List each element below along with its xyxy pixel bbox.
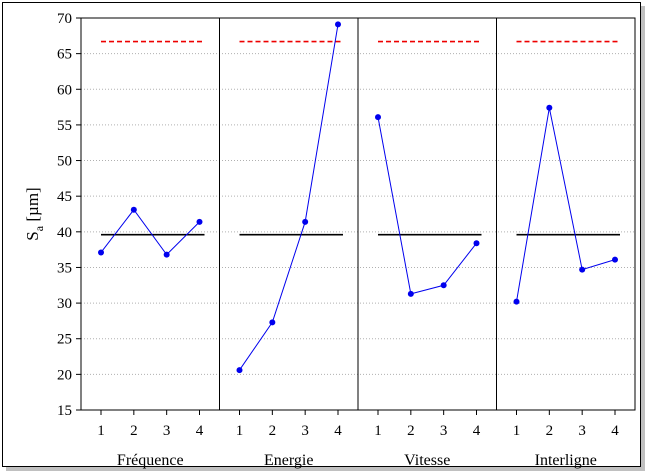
panel-label: Energie [264, 452, 313, 469]
panel-fréquence: 1 2 3 4 Fréquence [97, 40, 205, 469]
panel-vitesse: 1 2 3 4 Vitesse [357, 18, 482, 469]
data-point [407, 290, 414, 297]
data-point [612, 256, 618, 263]
x-tick-label: 4 [196, 423, 204, 439]
y-tick-label: 40 [57, 225, 72, 241]
x-tick-label: 2 [407, 423, 415, 439]
data-point [98, 249, 104, 256]
series-line [239, 24, 339, 371]
panel-label: Fréquence [117, 452, 184, 469]
y-tick-label: 65 [57, 47, 72, 63]
data-point [440, 282, 447, 289]
y-tick-label: 55 [57, 118, 72, 134]
y-tick-label: 25 [57, 332, 72, 348]
data-point [130, 206, 137, 213]
x-tick-label: 2 [546, 423, 554, 439]
y-axis-label: Sa [µm] [23, 187, 46, 240]
panel-label: Vitesse [404, 452, 450, 469]
data-point [579, 266, 586, 273]
x-tick-label: 2 [130, 423, 138, 439]
y-tick-label: 50 [57, 154, 72, 170]
x-tick-label: 1 [97, 423, 105, 439]
y-label-symbol: S [23, 231, 42, 240]
data-point [546, 104, 553, 111]
data-point [513, 298, 520, 305]
y-tick-label: 60 [57, 82, 72, 98]
y-tick-label: 35 [57, 260, 72, 276]
y-label-unit: [µm] [23, 187, 42, 226]
y-label-subscript: a [32, 225, 46, 231]
x-tick-label: 4 [473, 423, 481, 439]
series-line [100, 208, 200, 256]
data-point [473, 240, 480, 247]
plot-area-border [80, 17, 636, 411]
x-tick-label: 4 [334, 423, 342, 439]
data-point [196, 218, 203, 225]
x-tick-label: 3 [301, 423, 309, 439]
data-point [236, 367, 243, 374]
y-tick-label: 45 [57, 189, 72, 205]
x-tick-label: 2 [269, 423, 277, 439]
y-tick-label: 15 [57, 403, 72, 419]
data-point [375, 114, 381, 121]
data-point [163, 251, 170, 258]
y-tick-label: 20 [57, 367, 72, 383]
x-tick-label: 3 [163, 423, 171, 439]
x-tick-label: 1 [236, 423, 244, 439]
x-tick-label: 4 [611, 423, 619, 439]
panel-label: Interligne [535, 452, 597, 469]
data-point [302, 218, 309, 225]
series-line [516, 107, 616, 302]
data-point [335, 21, 341, 28]
x-tick-label: 1 [374, 423, 382, 439]
panel-energie: 1 2 3 4 Energie [219, 18, 343, 469]
y-tick-label: 70 [57, 11, 72, 27]
y-tick-label: 30 [57, 296, 72, 312]
x-tick-label: 1 [513, 423, 521, 439]
x-tick-label: 3 [440, 423, 448, 439]
y-axis: 15 20 25 30 35 40 45 50 55 60 65 70 [57, 11, 81, 419]
panel-interligne: 1 2 3 4 Interligne [496, 18, 620, 469]
series-line [377, 116, 477, 295]
x-tick-label: 3 [578, 423, 586, 439]
data-point [269, 319, 276, 326]
